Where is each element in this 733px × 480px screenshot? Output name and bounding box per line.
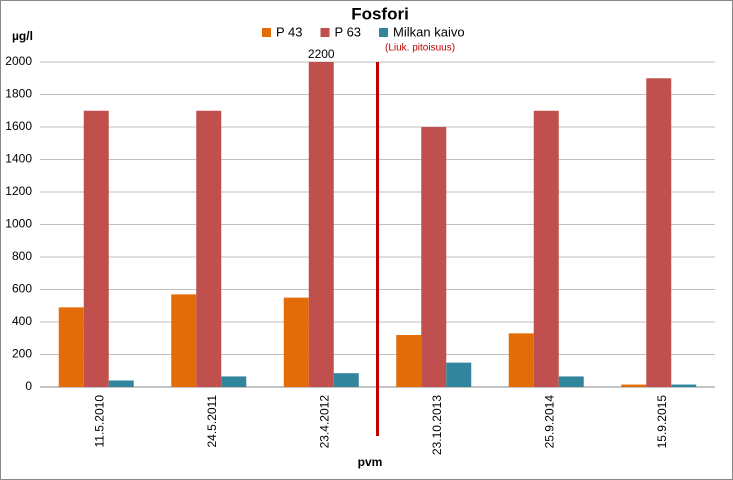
- y-tick-label: 800: [12, 249, 32, 263]
- y-tick-label: 1600: [5, 119, 32, 133]
- y-tick-label: 200: [12, 347, 32, 361]
- y-tick-label: 1000: [5, 217, 32, 231]
- bar: [646, 78, 672, 387]
- y-tick-label: 0: [25, 379, 32, 393]
- bar: [308, 62, 334, 387]
- bar: [671, 384, 697, 387]
- bar: [396, 335, 422, 387]
- bar: [533, 110, 559, 387]
- data-label: 2200: [308, 47, 335, 61]
- bar: [221, 376, 247, 387]
- x-tick-label: 25.9.2014: [542, 395, 556, 449]
- x-tick-label: 24.5.2011: [205, 395, 219, 448]
- y-tick-label: 600: [12, 282, 32, 296]
- bar: [508, 333, 534, 387]
- chart-title: Fosfori: [351, 4, 409, 23]
- x-axis-label: pvm: [358, 455, 383, 469]
- legend-swatch: [379, 28, 389, 37]
- bar: [83, 110, 109, 387]
- bar: [58, 307, 84, 387]
- bar: [446, 362, 472, 387]
- y-axis-label: µg/l: [12, 29, 33, 43]
- annotation: (Liuk. pitoisuus): [385, 43, 455, 54]
- legend-swatch: [262, 28, 271, 37]
- bar: [171, 294, 197, 387]
- bar: [333, 373, 359, 387]
- bar: [421, 127, 447, 387]
- y-tick-label: 400: [12, 314, 32, 328]
- bar: [621, 384, 647, 387]
- bar: [196, 110, 222, 387]
- bar: [108, 380, 134, 387]
- legend-label: P 43: [276, 24, 303, 39]
- bars: [58, 62, 697, 387]
- y-tick-label: 1800: [5, 87, 32, 101]
- bar: [558, 376, 584, 387]
- legend-swatch: [320, 28, 330, 37]
- x-tick-label: 23.4.2012: [317, 395, 331, 449]
- y-tick-label: 1200: [5, 184, 32, 198]
- y-tick-label: 1400: [5, 152, 32, 166]
- x-tick-label: 15.9.2015: [655, 395, 669, 449]
- x-tick-label: 23.10.2013: [430, 395, 444, 455]
- x-tick-label: 11.5.2010: [92, 395, 106, 448]
- bar: [283, 297, 309, 387]
- legend-label: P 63: [335, 24, 362, 39]
- y-tick-label: 2000: [5, 54, 32, 68]
- legend-label: Milkan kaivo: [393, 24, 465, 39]
